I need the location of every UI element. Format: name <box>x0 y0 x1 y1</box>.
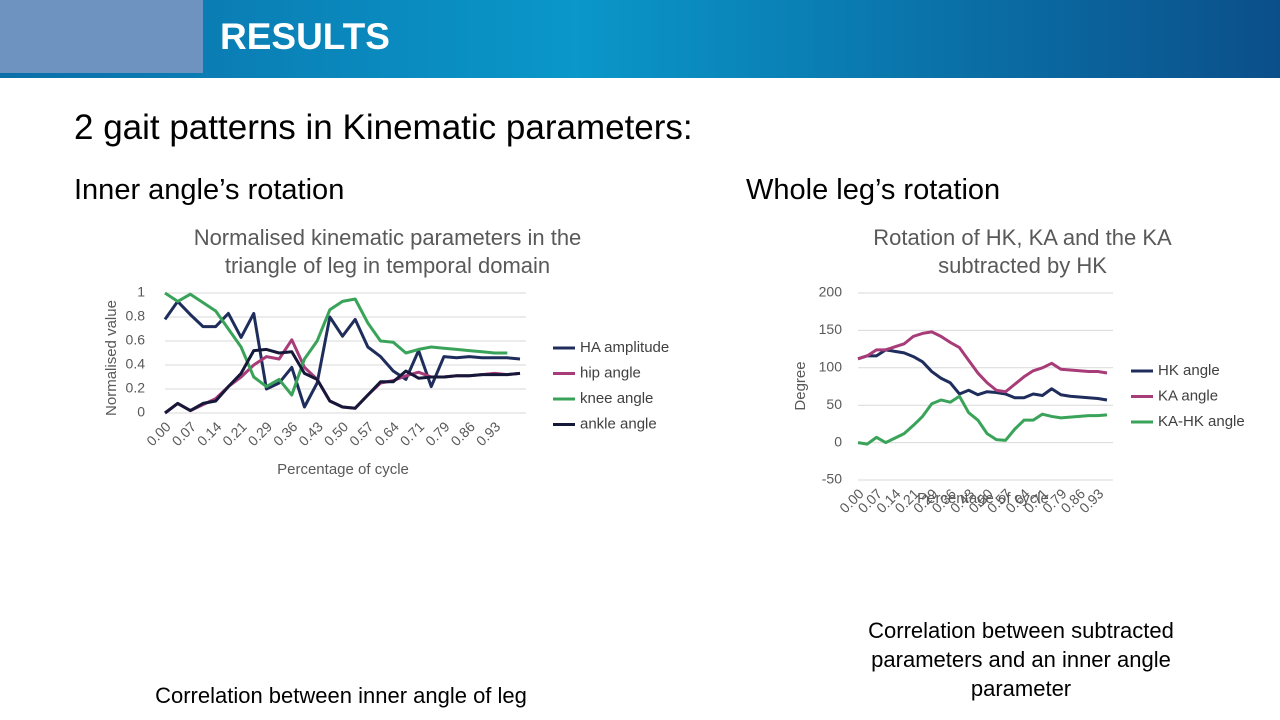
y-tick-label: 200 <box>819 284 843 300</box>
y-tick-label: 0 <box>834 433 842 449</box>
y-axis-label: Degree <box>792 361 809 410</box>
y-tick-label: 0 <box>137 404 145 420</box>
legend-label: HA amplitude <box>580 339 669 356</box>
legend-label: hip angle <box>580 364 641 381</box>
y-tick-label: 150 <box>819 321 843 337</box>
chart-title: Rotation of HK, KA and the KA subtracted… <box>873 225 1172 278</box>
y-tick-label: 1 <box>137 284 145 300</box>
legend-label: KA-HK angle <box>1158 413 1245 430</box>
series-line <box>857 330 1108 394</box>
y-tick-label: 0.2 <box>126 380 146 396</box>
series-line <box>857 348 1108 402</box>
x-tick-label: 0.36 <box>270 418 301 449</box>
x-tick-label: 0.29 <box>245 418 276 449</box>
x-tick-label: 0.93 <box>473 418 504 449</box>
y-tick-label: 0.8 <box>126 308 146 324</box>
legend-label: ankle angle <box>580 415 657 432</box>
caption: Correlation between inner angle of leg <box>155 683 527 708</box>
y-tick-label: 100 <box>819 359 843 375</box>
legend-label: HK angle <box>1158 362 1220 379</box>
x-tick-label: 0.64 <box>371 418 402 449</box>
y-tick-label: -50 <box>822 471 842 487</box>
x-axis-label: Percentage of cycle <box>917 490 1049 507</box>
x-axis-label: Percentage of cycle <box>277 461 409 478</box>
heading: 2 gait patterns in Kinematic parameters: <box>74 108 693 147</box>
y-tick-label: 50 <box>826 396 842 412</box>
y-axis-label: Normalised value <box>103 300 120 416</box>
x-tick-label: 0.43 <box>295 418 326 449</box>
x-tick-label: 0.07 <box>169 418 200 449</box>
series-line <box>857 394 1108 446</box>
series-line <box>164 347 521 415</box>
header-bar <box>0 0 1280 78</box>
x-tick-label: 0.57 <box>346 418 377 449</box>
x-tick-label: 0.86 <box>447 418 478 449</box>
chart-title: Normalised kinematic parameters in the t… <box>193 225 582 278</box>
y-tick-label: 0.6 <box>126 332 146 348</box>
legend-label: KA angle <box>1158 387 1218 404</box>
x-tick-label: 0.71 <box>397 418 428 449</box>
legend-label: knee angle <box>580 390 653 407</box>
series-line <box>164 291 508 397</box>
subheading: Whole leg’s rotation <box>746 174 1001 206</box>
subheading: Inner angle’s rotation <box>74 174 345 206</box>
series-line <box>163 299 521 409</box>
y-tick-label: 0.4 <box>126 356 146 372</box>
caption: Correlation between subtracted parameter… <box>868 618 1174 701</box>
x-tick-label: 0.79 <box>422 418 453 449</box>
x-tick-label: 0.50 <box>321 418 352 449</box>
header-title: RESULTS <box>220 16 390 57</box>
header-box <box>0 0 203 73</box>
x-tick-label: 0.14 <box>194 418 225 449</box>
x-tick-label: 0.21 <box>219 418 250 449</box>
x-tick-label: 0.00 <box>143 418 174 449</box>
